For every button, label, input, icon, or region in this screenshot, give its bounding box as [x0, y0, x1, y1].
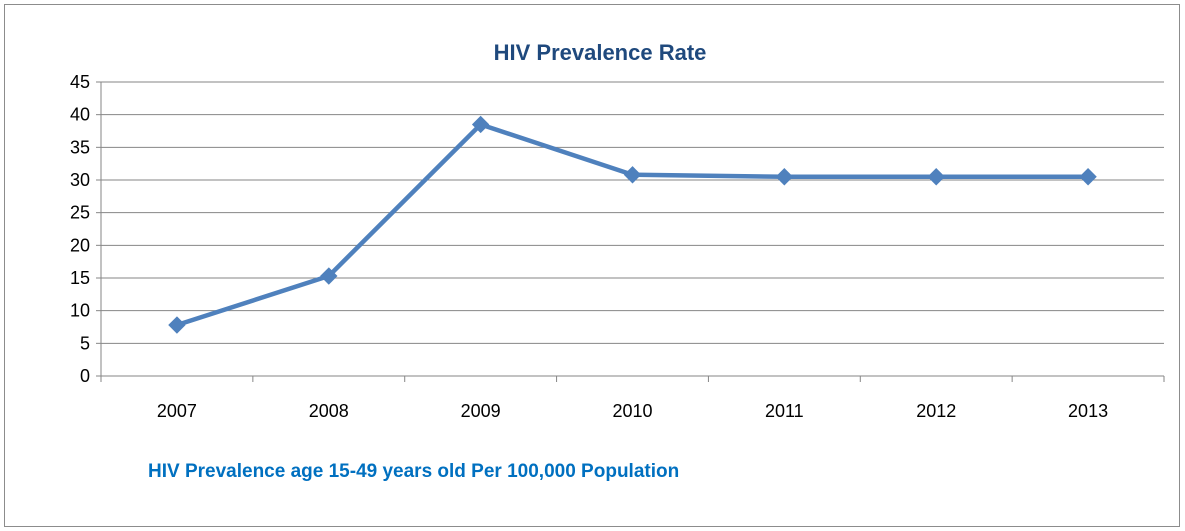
- data-point-2011: [775, 168, 794, 186]
- x-tick-label: 2012: [916, 401, 956, 421]
- chart-frame: [4, 4, 1180, 527]
- gridlines: [101, 81, 1164, 344]
- x-tick-label: 2013: [1068, 401, 1108, 421]
- series-line: [174, 122, 1091, 328]
- data-point-2007: [168, 316, 186, 334]
- x-tick-label: 2007: [157, 401, 197, 421]
- x-tick-label: 2009: [461, 401, 501, 421]
- x-tick-label: 2008: [309, 401, 349, 421]
- y-tick-label: 25: [70, 203, 90, 223]
- data-point-2010: [623, 166, 642, 184]
- y-tick-label: 0: [80, 366, 90, 386]
- data-point-2009: [471, 115, 490, 134]
- x-tick-label: 2010: [612, 401, 652, 421]
- y-tick-label: 40: [70, 105, 90, 125]
- data-point-2008: [320, 267, 338, 285]
- axes: [96, 81, 1165, 382]
- y-tick-label: 45: [70, 72, 90, 92]
- y-tick-label: 10: [70, 301, 90, 321]
- y-tick-label: 30: [70, 170, 90, 190]
- data-point-2012: [927, 168, 945, 186]
- data-point-2013: [1079, 168, 1097, 186]
- chart-title: HIV Prevalence Rate: [494, 40, 707, 65]
- x-tick-label: 2011: [765, 401, 804, 421]
- series-group: [168, 115, 1097, 334]
- y-tick-label: 5: [80, 333, 90, 353]
- y-tick-label: 20: [70, 235, 90, 255]
- y-tick-label: 15: [70, 268, 90, 288]
- tick-labels: 0 5 10 15 20 25 30 35 40 45 2007 2008 2009 2010 2011 20…: [70, 72, 1108, 421]
- y-tick-label: 35: [70, 137, 90, 157]
- chart-caption: HIV Prevalence age 15-49 years old Per 1…: [148, 461, 679, 482]
